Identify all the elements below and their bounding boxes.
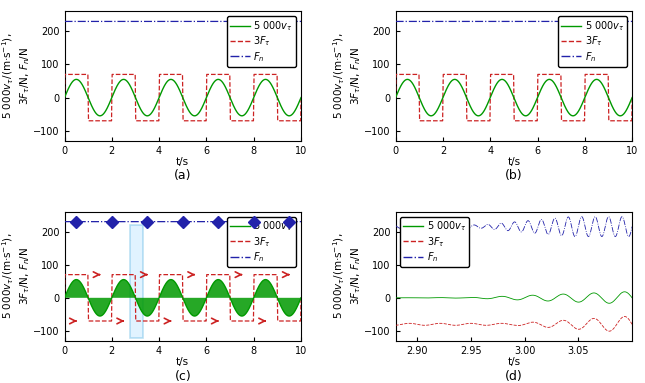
X-axis label: t/s: t/s xyxy=(176,357,190,367)
Text: (a): (a) xyxy=(174,169,192,182)
Text: (d): (d) xyxy=(505,370,522,383)
X-axis label: t/s: t/s xyxy=(176,157,190,167)
Text: (c): (c) xyxy=(174,370,191,383)
Y-axis label: 5 000$v_\tau$/(m·s$^{-1}$),
3$F_\tau$/N, $F_n$/N: 5 000$v_\tau$/(m·s$^{-1}$), 3$F_\tau$/N,… xyxy=(332,33,363,119)
X-axis label: t/s: t/s xyxy=(507,357,521,367)
Legend: 5 000$v_\tau$, 3$F_\tau$, $F_n$: 5 000$v_\tau$, 3$F_\tau$, $F_n$ xyxy=(559,16,627,67)
Text: (b): (b) xyxy=(505,169,522,182)
Legend: 5 000$v_\tau$, 3$F_\tau$, $F_n$: 5 000$v_\tau$, 3$F_\tau$, $F_n$ xyxy=(401,216,470,267)
Y-axis label: 5 000$v_\tau$/(m·s$^{-1}$),
3$F_\tau$/N, $F_n$/N: 5 000$v_\tau$/(m·s$^{-1}$), 3$F_\tau$/N,… xyxy=(1,33,32,119)
Bar xyxy=(130,225,143,337)
Legend: 5 000$v_\tau$, 3$F_\tau$, $F_n$: 5 000$v_\tau$, 3$F_\tau$, $F_n$ xyxy=(227,216,296,267)
Y-axis label: 5 000$v_\tau$/(m·s$^{-1}$),
3$F_\tau$/N, $F_n$/N: 5 000$v_\tau$/(m·s$^{-1}$), 3$F_\tau$/N,… xyxy=(332,233,363,319)
Y-axis label: 5 000$v_\tau$/(m·s$^{-1}$),
3$F_\tau$/N, $F_n$/N: 5 000$v_\tau$/(m·s$^{-1}$), 3$F_\tau$/N,… xyxy=(1,233,32,319)
Legend: 5 000$v_\tau$, 3$F_\tau$, $F_n$: 5 000$v_\tau$, 3$F_\tau$, $F_n$ xyxy=(227,16,296,67)
X-axis label: t/s: t/s xyxy=(507,157,521,167)
